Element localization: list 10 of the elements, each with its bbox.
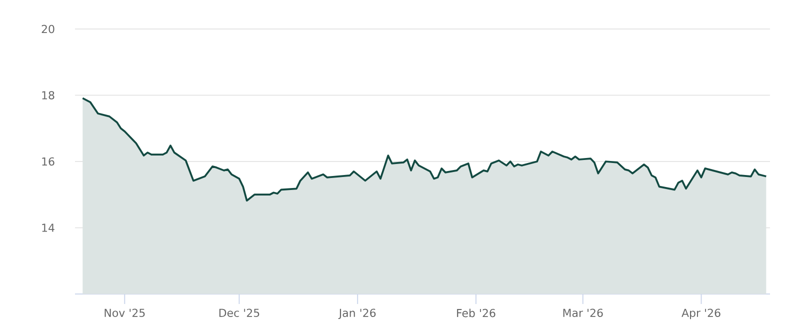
x-tick-label: Jan '26 — [338, 308, 376, 320]
y-tick-label: 18 — [42, 91, 54, 100]
x-tick-label: Feb '26 — [457, 308, 496, 318]
y-tick-label: 16 — [42, 157, 54, 166]
x-tick-label: Mar '26 — [563, 308, 603, 318]
x-tick-label: Dec '25 — [219, 308, 260, 318]
x-tick-label: Nov '25 — [104, 308, 145, 318]
x-tick-label: Apr '26 — [682, 308, 720, 320]
y-tick-label: 14 — [42, 224, 54, 232]
y-tick-label: 20 — [42, 24, 54, 34]
